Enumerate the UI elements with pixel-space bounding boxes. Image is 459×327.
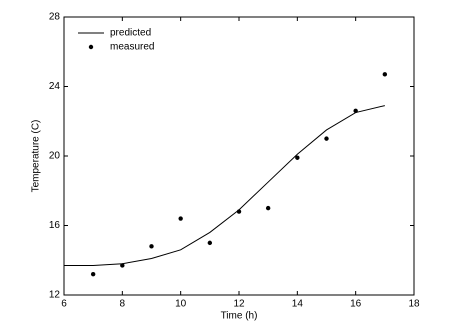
measured-point — [353, 108, 358, 114]
y-axis-label: Temperature (C) — [31, 120, 42, 193]
measured-point — [382, 72, 388, 77]
measured-point — [295, 155, 300, 160]
x-tick-label: 12 — [233, 299, 245, 310]
measured-point — [178, 216, 183, 221]
x-tick-label: 8 — [120, 299, 126, 310]
measured-point — [324, 136, 329, 141]
x-tick-label: 16 — [350, 299, 362, 310]
y-tick-label: 20 — [49, 151, 61, 162]
y-tick-label: 16 — [49, 220, 61, 231]
measured-point — [236, 209, 242, 214]
legend-marker — [88, 44, 94, 50]
x-tick-label: 18 — [408, 299, 420, 310]
y-tick-label: 28 — [49, 12, 61, 23]
y-tick-label: 12 — [49, 290, 61, 301]
x-axis-label: Time (h) — [221, 311, 258, 322]
measured-point — [120, 263, 125, 268]
x-tick-label: 10 — [175, 299, 187, 310]
measured-point — [207, 240, 213, 246]
legend-label: predicted — [110, 28, 151, 39]
y-tick-label: 24 — [49, 81, 61, 92]
legend-label: measured — [110, 42, 154, 53]
measured-point — [265, 205, 271, 211]
measured-point — [149, 244, 154, 249]
measured-point — [90, 271, 96, 277]
x-tick-label: 14 — [292, 299, 304, 310]
predicted-line — [64, 105, 385, 266]
x-tick-label: 6 — [61, 299, 67, 310]
plot-frame — [63, 16, 415, 296]
